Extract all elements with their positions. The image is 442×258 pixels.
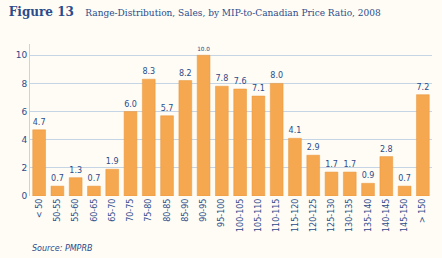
svg-text:110-115: 110-115 — [272, 199, 281, 232]
svg-text:8: 8 — [21, 79, 27, 89]
svg-text:7.8: 7.8 — [215, 74, 228, 83]
svg-text:1.3: 1.3 — [69, 166, 82, 175]
svg-text:0.9: 0.9 — [362, 171, 375, 180]
svg-text:8.0: 8.0 — [270, 71, 283, 80]
svg-text:Source: PMPRB: Source: PMPRB — [32, 244, 93, 253]
svg-text:5.7: 5.7 — [161, 104, 174, 113]
svg-text:0.7: 0.7 — [51, 174, 64, 183]
svg-text:100-105: 100-105 — [236, 199, 245, 232]
svg-text:2.9: 2.9 — [307, 143, 320, 152]
svg-text:7.1: 7.1 — [252, 84, 265, 93]
svg-text:125-130: 125-130 — [327, 199, 336, 232]
svg-text:90-95: 90-95 — [199, 199, 208, 222]
svg-text:4.7: 4.7 — [33, 118, 46, 127]
svg-text:10.0: 10.0 — [197, 46, 210, 52]
svg-text:4: 4 — [21, 135, 27, 145]
svg-text:85-90: 85-90 — [181, 199, 190, 222]
svg-text:2: 2 — [21, 163, 27, 173]
svg-text:55-60: 55-60 — [71, 199, 80, 222]
svg-text:1.9: 1.9 — [106, 157, 119, 166]
svg-text:> 150: > 150 — [418, 199, 427, 224]
svg-text:95-100: 95-100 — [217, 199, 226, 227]
svg-text:105-110: 105-110 — [254, 199, 263, 232]
svg-text:80-85: 80-85 — [163, 199, 172, 222]
svg-text:75-80: 75-80 — [144, 199, 153, 222]
svg-text:0.7: 0.7 — [398, 174, 411, 183]
svg-text:7.6: 7.6 — [234, 77, 247, 86]
svg-text:2.8: 2.8 — [380, 145, 393, 154]
svg-text:115-120: 115-120 — [291, 199, 300, 232]
svg-text:0.7: 0.7 — [88, 174, 101, 183]
svg-text:6: 6 — [21, 107, 27, 117]
svg-text:140-145: 140-145 — [382, 199, 391, 232]
svg-text:0: 0 — [21, 191, 27, 201]
svg-text:10: 10 — [16, 50, 28, 60]
svg-text:< 50: < 50 — [35, 199, 44, 218]
svg-text:7.2: 7.2 — [416, 83, 429, 92]
svg-text:8.2: 8.2 — [179, 69, 192, 78]
svg-text:6.0: 6.0 — [124, 100, 137, 109]
svg-text:65-70: 65-70 — [108, 199, 117, 222]
svg-text:135-140: 135-140 — [364, 199, 373, 232]
svg-text:1.7: 1.7 — [343, 160, 356, 169]
svg-text:130-135: 130-135 — [345, 199, 354, 232]
svg-text:70-75: 70-75 — [126, 199, 135, 222]
svg-text:8.3: 8.3 — [142, 67, 155, 76]
svg-text:Figure 13 Range-Distribution: Figure 13 Range-Distribution, Sales, by … — [9, 5, 381, 19]
svg-text:4.1: 4.1 — [289, 126, 302, 135]
svg-text:60-65: 60-65 — [90, 199, 99, 222]
svg-text:145-150: 145-150 — [400, 199, 409, 232]
svg-text:120-125: 120-125 — [309, 199, 318, 232]
svg-text:50-55: 50-55 — [53, 199, 62, 222]
svg-text:1.7: 1.7 — [325, 160, 338, 169]
